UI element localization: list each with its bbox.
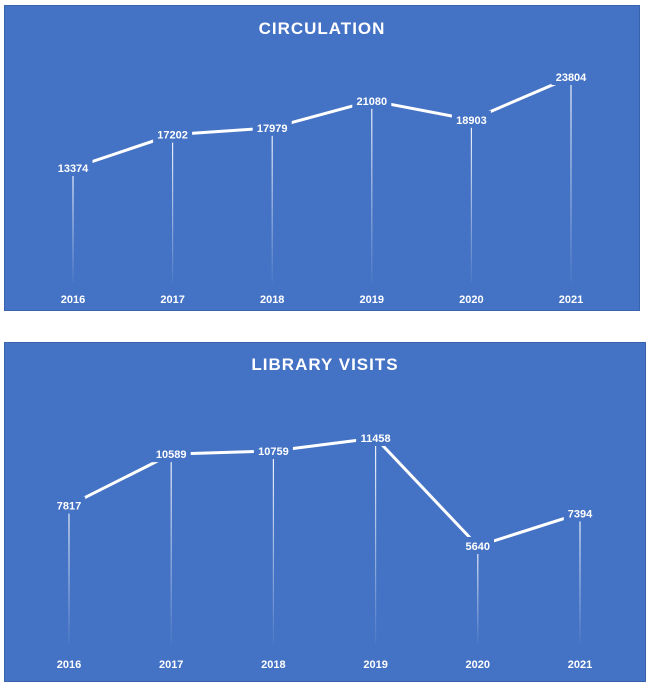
data-label-bg	[53, 159, 93, 176]
data-label-text: 5640	[466, 541, 490, 553]
data-label-text: 17979	[257, 123, 288, 135]
x-tick-label: 2019	[360, 294, 384, 306]
data-label-bg	[252, 118, 292, 136]
data-label-bg	[356, 429, 396, 446]
data-label-text: 23804	[556, 72, 587, 84]
library-visits-plot: 7817 10589 10759 11458 5640 7394 2016 2017 2018 2…	[52, 429, 597, 671]
drop-line	[172, 134, 174, 282]
data-label-text: 10589	[156, 449, 187, 461]
x-tick-label: 2016	[57, 659, 81, 671]
data-label: 13374	[53, 159, 93, 176]
data-label-bg	[563, 504, 597, 522]
data-label-bg	[52, 496, 86, 514]
data-label-bg	[461, 537, 494, 554]
drop-line	[68, 505, 70, 643]
data-label: 18903	[451, 110, 491, 128]
x-tick-label: 2017	[159, 659, 183, 671]
circulation-chart: CIRCULATION 13374 17202 17979 21080 18903 238…	[4, 5, 640, 311]
data-label-text: 13374	[58, 163, 89, 175]
data-label-bg	[551, 68, 591, 85]
data-label: 21080	[352, 91, 392, 109]
data-label-bg	[153, 125, 193, 143]
data-label: 5640	[461, 537, 494, 554]
x-tick-label: 2018	[261, 659, 285, 671]
data-label-text: 18903	[456, 115, 487, 127]
x-tick-label: 2019	[363, 659, 387, 671]
x-tick-label: 2018	[260, 294, 284, 306]
x-tick-label: 2017	[160, 294, 184, 306]
data-label-bg	[253, 441, 293, 459]
chart-title: CIRCULATION	[258, 19, 386, 38]
data-label-bg	[151, 445, 191, 463]
data-label: 17202	[153, 125, 193, 143]
data-label-text: 11458	[361, 433, 391, 445]
drop-line	[579, 513, 581, 643]
x-tick-label: 2020	[459, 294, 483, 306]
data-label-bg	[352, 91, 392, 109]
data-label-text: 7394	[568, 508, 593, 520]
drop-line	[271, 127, 273, 283]
drop-line	[371, 100, 373, 282]
drop-line	[375, 438, 377, 643]
drop-line	[272, 450, 274, 643]
data-label: 11458	[356, 429, 396, 446]
drop-line	[477, 546, 479, 643]
drop-line	[72, 168, 74, 282]
data-label: 7394	[563, 504, 597, 522]
data-label: 7817	[52, 496, 86, 514]
x-tick-label: 2021	[568, 659, 592, 671]
library-visits-chart: LIBRARY VISITS 7817 10589 10759 11458 5640 73…	[4, 342, 646, 682]
data-label: 10759	[253, 441, 293, 459]
series-line	[71, 75, 573, 170]
chart-title: LIBRARY VISITS	[251, 355, 399, 374]
series-line	[67, 436, 582, 548]
drop-line	[570, 77, 572, 282]
data-label: 23804	[551, 68, 591, 85]
x-tick-label: 2016	[61, 294, 85, 306]
circulation-plot: 13374 17202 17979 21080 18903 23804 2016 2017 20…	[53, 68, 591, 306]
data-label-text: 21080	[357, 96, 388, 108]
drop-line	[470, 119, 472, 282]
data-label: 17979	[252, 118, 292, 136]
x-tick-label: 2020	[466, 659, 490, 671]
data-label-text: 10759	[258, 446, 289, 458]
data-label: 10589	[151, 445, 191, 463]
data-label-bg	[451, 110, 491, 128]
drop-line	[170, 454, 172, 643]
x-tick-label: 2021	[559, 294, 583, 306]
data-label-text: 7817	[57, 501, 81, 513]
data-label-text: 17202	[157, 130, 188, 142]
